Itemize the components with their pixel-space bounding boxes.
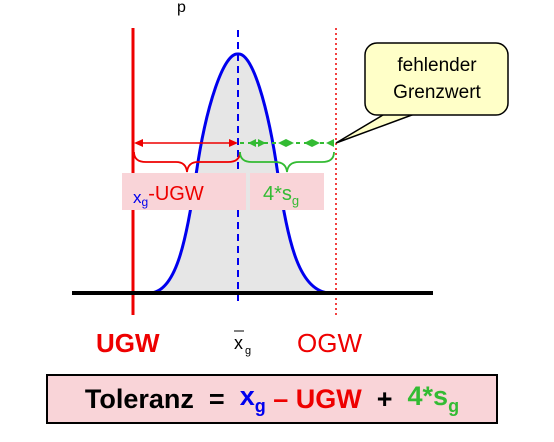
label-xg-ugw: xg-UGW	[133, 183, 204, 209]
formula-s: 4*sg	[408, 381, 460, 417]
formula-x-main: x	[239, 381, 255, 411]
label-box-4sg	[250, 173, 324, 210]
formula-s-main: 4*s	[407, 381, 449, 411]
brace-green	[239, 151, 335, 173]
ugw-label: UGW	[96, 328, 160, 358]
ogw-label: OGW	[297, 328, 362, 358]
formula-part2: – UGW +	[265, 383, 408, 414]
label-box-xg-ugw	[122, 173, 246, 210]
label-xg-sub: g	[142, 195, 149, 209]
callout-missing-limit: fehlender Grenzwert	[335, 42, 509, 144]
callout-line-1: fehlender	[397, 55, 477, 76]
xbar-label: x g	[234, 330, 251, 357]
formula-x: xg	[240, 381, 266, 417]
tolerance-formula: Toleranz = xg – UGW + 4*sg	[46, 374, 498, 424]
header-fragment: p	[177, 0, 186, 16]
label-xg-main: -UGW	[148, 183, 204, 205]
formula-part1: Toleranz =	[84, 383, 240, 414]
xbar-sub: g	[245, 345, 251, 357]
label-4sg-main: 4*s	[263, 183, 292, 205]
distance-arrow-4sg	[240, 139, 334, 147]
formula-s-sub: g	[448, 396, 460, 416]
formula-x-sub: g	[254, 396, 266, 416]
xbar-main: x	[234, 333, 243, 353]
distance-arrow-xg-ugw	[134, 139, 238, 147]
label-4sg-sub: g	[292, 193, 299, 208]
label-4sg: 4*sg	[263, 183, 299, 208]
callout-line-2: Grenzwert	[393, 82, 481, 103]
label-xg-x: x	[133, 188, 142, 207]
brace-red	[133, 151, 241, 173]
